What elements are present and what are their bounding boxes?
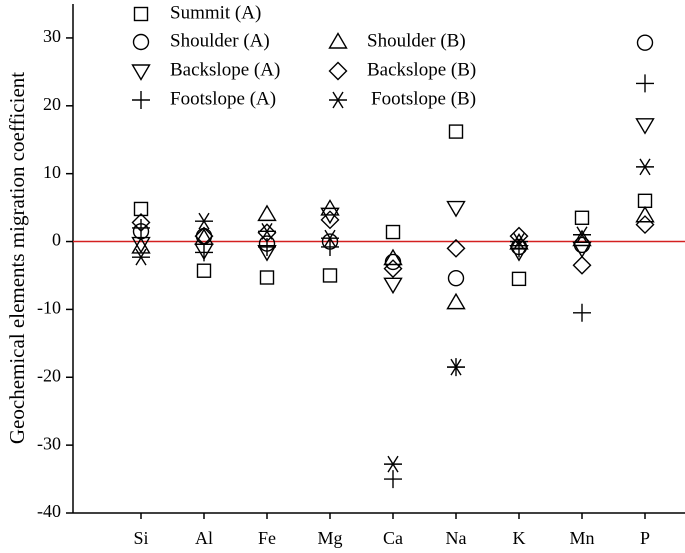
data-point-triangle-up xyxy=(383,248,403,266)
legend-item: Backslope (A) xyxy=(131,59,280,81)
axes xyxy=(72,4,685,514)
data-point-asterisk xyxy=(510,233,528,250)
data-point-diamond xyxy=(446,238,466,258)
data-point-square xyxy=(511,271,527,287)
x-tick-label: Si xyxy=(133,528,148,548)
data-point-circle xyxy=(636,34,654,51)
data-point-plus xyxy=(573,303,591,322)
data-point-square xyxy=(448,124,464,139)
data-point-circle xyxy=(447,269,465,287)
y-tick-label: 30 xyxy=(43,26,61,46)
x-tick-label: Al xyxy=(195,528,213,548)
x-tick-label: Mn xyxy=(569,528,594,548)
data-point-triangle-up xyxy=(572,229,592,247)
data-point-square xyxy=(574,210,590,225)
legend-marker-asterisk xyxy=(329,91,347,109)
x-tick-label: Mg xyxy=(317,528,342,548)
legend-marker-plus xyxy=(132,91,150,109)
x-tick-label: Ca xyxy=(383,528,403,548)
legend-item: Shoulder (A) xyxy=(132,30,270,51)
x-tick-label: Fe xyxy=(258,528,276,548)
legend-label: Shoulder (A) xyxy=(170,30,270,51)
data-point-triangle-down xyxy=(383,277,403,295)
data-point-asterisk xyxy=(321,229,339,247)
series-square xyxy=(133,124,653,287)
y-tick-label: 0 xyxy=(52,230,61,250)
data-point-diamond xyxy=(635,215,655,235)
series-asterisk xyxy=(132,158,654,473)
data-point-diamond xyxy=(383,259,403,279)
legend-marker-diamond xyxy=(328,61,348,81)
series-plus xyxy=(132,74,654,489)
data-point-triangle-up xyxy=(635,205,655,223)
data-point-square xyxy=(196,263,212,278)
data-point-asterisk xyxy=(447,358,465,376)
data-point-asterisk xyxy=(573,226,591,244)
y-ticks: 30 20 10 0 -10 -20 -30 -40 xyxy=(37,26,73,521)
legend-marker-square xyxy=(133,6,149,22)
x-tick-label: P xyxy=(640,528,650,548)
legend-label: Backslope (A) xyxy=(170,59,280,80)
legend-item: Backslope (B) xyxy=(328,59,476,81)
legend: Summit (A) Shoulder (A) Shoulder (B) Backsl… xyxy=(131,2,476,109)
data-point-asterisk xyxy=(636,158,654,176)
data-point-square xyxy=(322,268,338,283)
y-tick-label: -10 xyxy=(37,298,61,318)
data-point-asterisk xyxy=(258,222,276,240)
data-point-plus xyxy=(636,74,654,93)
data-point-asterisk xyxy=(195,212,213,230)
data-point-triangle-up xyxy=(257,204,277,222)
y-tick-label: -40 xyxy=(37,501,61,521)
data-point-plus xyxy=(321,237,339,256)
y-tick-label: -20 xyxy=(37,365,61,385)
x-tick-label: K xyxy=(513,528,526,548)
legend-item: Footslope (A) xyxy=(132,88,276,109)
legend-label: Shoulder (B) xyxy=(367,30,466,51)
data-point-plus xyxy=(195,243,213,262)
data-point-triangle-up xyxy=(446,292,466,310)
data-point-plus xyxy=(258,237,276,256)
legend-item: Shoulder (B) xyxy=(328,30,466,51)
data-point-diamond xyxy=(572,255,592,275)
data-point-triangle-down xyxy=(131,236,151,254)
data-point-asterisk xyxy=(384,455,402,473)
data-point-plus xyxy=(384,470,402,489)
y-tick-label: 10 xyxy=(43,162,61,182)
data-point-triangle-down xyxy=(635,118,655,135)
legend-item: Footslope (B) xyxy=(329,88,476,109)
x-tick-label: Na xyxy=(446,528,467,548)
legend-label: Backslope (B) xyxy=(367,59,476,80)
data-point-square xyxy=(133,201,149,217)
data-point-triangle-down xyxy=(446,200,466,218)
legend-marker-circle xyxy=(132,33,150,51)
legend-label: Footslope (A) xyxy=(170,88,276,109)
data-point-plus xyxy=(132,218,150,237)
y-tick-label: 20 xyxy=(43,94,61,114)
data-point-triangle-down xyxy=(572,241,592,259)
legend-marker-triangle-up xyxy=(328,32,348,49)
legend-label: Summit (A) xyxy=(170,2,261,23)
data-point-square xyxy=(259,270,275,285)
data-markers xyxy=(131,34,655,489)
data-point-diamond xyxy=(320,210,340,230)
legend-label: Footslope (B) xyxy=(371,88,476,109)
y-tick-label: -30 xyxy=(37,433,61,453)
x-ticks: Si Al Fe Mg Ca Na K Mn P xyxy=(133,513,650,548)
legend-marker-triangle-down xyxy=(131,64,151,81)
data-point-circle xyxy=(384,253,402,271)
legend-item: Summit (A) xyxy=(133,2,261,23)
series-diamond xyxy=(131,210,655,279)
data-point-asterisk xyxy=(132,248,150,266)
data-point-square xyxy=(385,224,401,240)
data-point-square xyxy=(637,193,653,209)
y-axis-title: Geochemical elements migration coefficie… xyxy=(5,72,29,444)
